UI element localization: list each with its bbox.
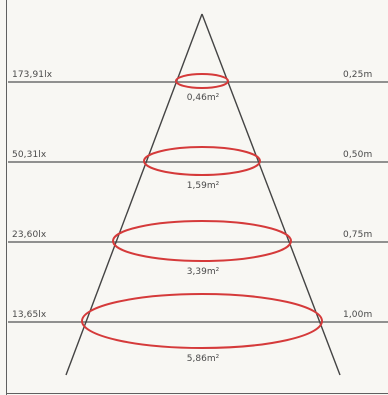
illuminance-label-4: 13,65lx <box>12 310 47 320</box>
cone-right-edge <box>201 13 341 376</box>
distance-label-3: 0,75m <box>343 230 373 240</box>
beam-ring-4 <box>81 293 323 349</box>
illuminance-label-1: 173,91lx <box>12 70 53 80</box>
beam-ring-1 <box>175 73 229 89</box>
area-label-1: 0,46m² <box>186 93 220 103</box>
distance-label-4: 1,00m <box>343 310 373 320</box>
area-label-2: 1,59m² <box>186 181 220 191</box>
beam-ring-2 <box>143 146 261 176</box>
illuminance-label-2: 50,31lx <box>12 150 47 160</box>
distance-label-2: 0,50m <box>343 150 373 160</box>
cone-left-edge <box>65 13 203 376</box>
bottom-border <box>6 393 388 394</box>
left-border <box>6 0 7 395</box>
area-label-4: 5,86m² <box>186 354 220 364</box>
beam-ring-3 <box>112 220 292 262</box>
illuminance-label-3: 23,60lx <box>12 230 47 240</box>
area-label-3: 3,39m² <box>186 267 220 277</box>
distance-label-1: 0,25m <box>343 70 373 80</box>
